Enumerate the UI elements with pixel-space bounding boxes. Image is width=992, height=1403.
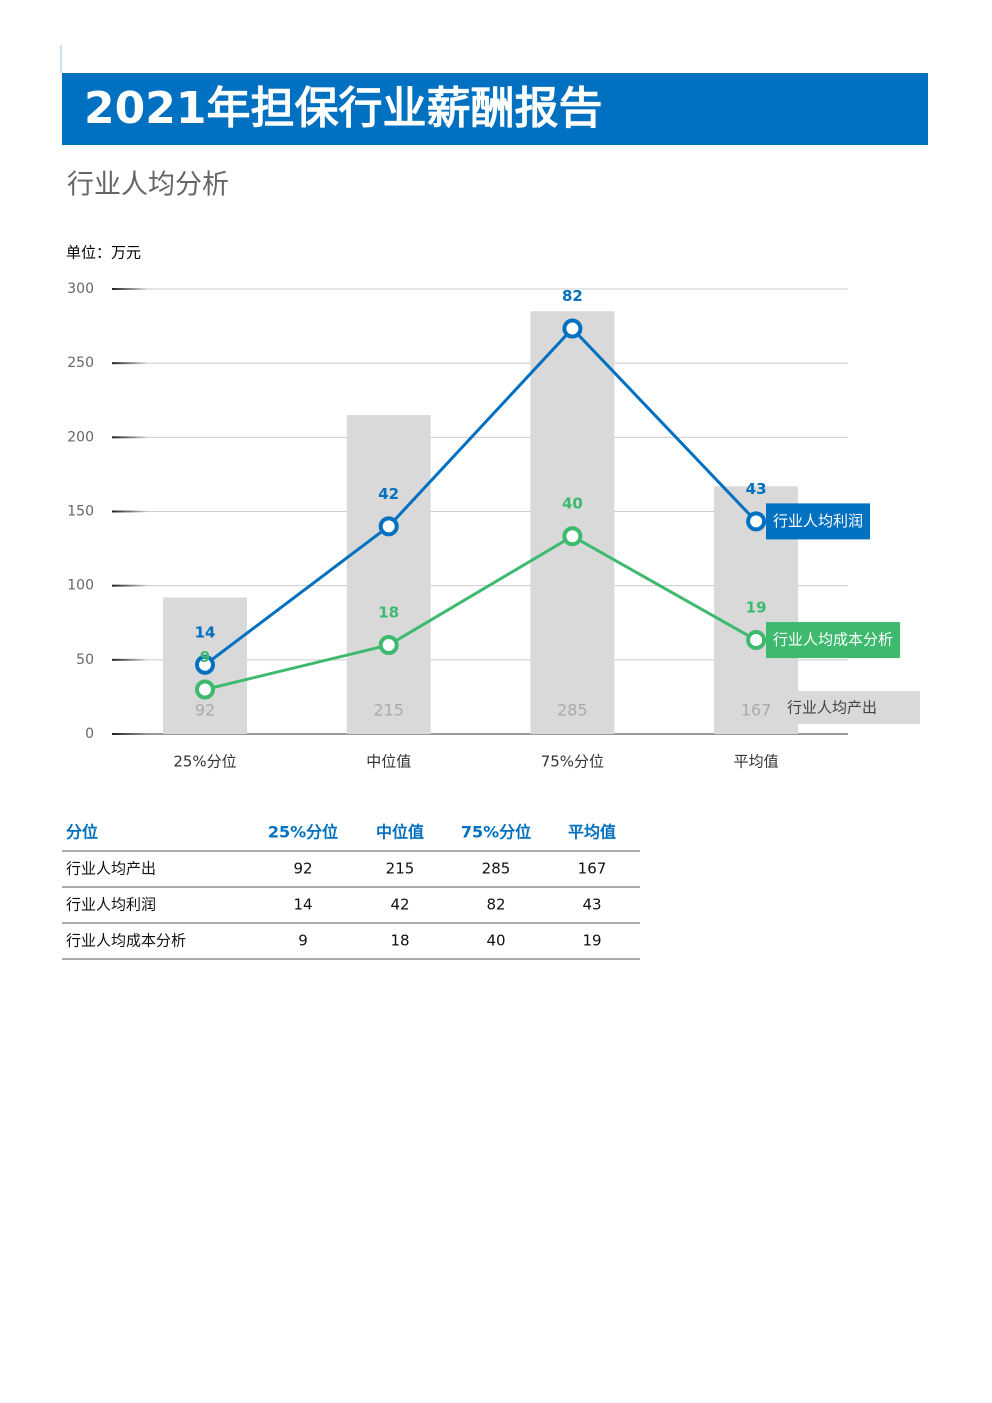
point <box>378 635 399 655</box>
table-header: 75%分位 <box>461 823 531 842</box>
point-label: 18 <box>378 604 399 622</box>
y-tick-label: 50 <box>76 652 94 668</box>
tick-mark <box>112 658 148 661</box>
table-cell: 18 <box>390 932 409 950</box>
table-cell: 19 <box>582 932 601 950</box>
table-cell: 92 <box>293 860 312 878</box>
bar-value-label: 285 <box>557 701 588 720</box>
unit-label: 单位：万元 <box>66 244 141 262</box>
header-band <box>62 73 928 145</box>
y-tick-label: 150 <box>67 504 94 520</box>
point <box>562 318 583 339</box>
point <box>746 511 767 532</box>
y-tick-label: 200 <box>67 429 94 445</box>
tick-mark <box>112 510 148 513</box>
y-tick-label: 0 <box>85 726 94 742</box>
table-cell: 行业人均利润 <box>66 896 156 914</box>
point <box>195 679 215 700</box>
table-cell: 215 <box>386 860 415 878</box>
tick-mark <box>112 436 148 439</box>
tick-mark <box>112 584 148 587</box>
point-label: 14 <box>195 623 216 641</box>
tick-mark <box>112 733 148 735</box>
legend-box <box>778 691 920 724</box>
point-label: 82 <box>562 287 583 305</box>
point-label: 40 <box>562 495 583 513</box>
point <box>195 654 215 675</box>
table-cell: 42 <box>390 896 409 914</box>
legend-label: 行业人均成本分析 <box>773 631 893 649</box>
table-cell: 14 <box>293 896 312 914</box>
bar <box>530 311 615 734</box>
table-header: 平均值 <box>568 823 616 842</box>
table-cell: 9 <box>298 932 308 950</box>
point-label: 43 <box>746 480 767 498</box>
y-tick-label: 250 <box>67 355 94 371</box>
tick-mark <box>112 362 148 365</box>
line <box>204 326 758 666</box>
y-tick-label: 300 <box>67 281 94 297</box>
bar-value-label: 215 <box>373 701 404 720</box>
table-header: 25%分位 <box>268 823 338 842</box>
point <box>746 630 767 651</box>
table-cell: 行业人均成本分析 <box>66 932 186 950</box>
line <box>204 534 757 691</box>
x-tick-label: 25%分位 <box>173 753 236 771</box>
table-cell: 82 <box>486 896 505 914</box>
table-cell: 285 <box>482 860 511 878</box>
x-tick-label: 平均值 <box>734 753 779 771</box>
table-cell: 行业人均产出 <box>66 860 156 878</box>
y-tick-label: 100 <box>67 578 94 594</box>
x-tick-label: 75%分位 <box>541 753 604 771</box>
point-label: 42 <box>378 485 399 503</box>
section-title: 行业人均分析 <box>67 170 229 201</box>
point <box>378 516 399 537</box>
bar-value-label: 92 <box>195 701 215 720</box>
page-title: 2021年担保行业薪酬报告 <box>84 83 602 134</box>
legend-label: 行业人均产出 <box>787 699 877 717</box>
point-label: 9 <box>200 648 210 666</box>
legend-box <box>766 622 901 659</box>
bar-value-label: 167 <box>741 701 772 720</box>
legend-label: 行业人均利润 <box>773 512 863 530</box>
legend-box <box>766 503 871 540</box>
table-header: 分位 <box>66 823 98 842</box>
table-header: 中位值 <box>376 823 424 842</box>
table-cell: 40 <box>486 932 505 950</box>
x-tick-label: 中位值 <box>366 753 411 771</box>
tick-mark <box>112 288 148 290</box>
table-cell: 167 <box>578 860 607 878</box>
point <box>562 526 583 547</box>
bar <box>346 415 431 734</box>
table-cell: 43 <box>582 896 601 914</box>
point-label: 19 <box>746 599 767 617</box>
